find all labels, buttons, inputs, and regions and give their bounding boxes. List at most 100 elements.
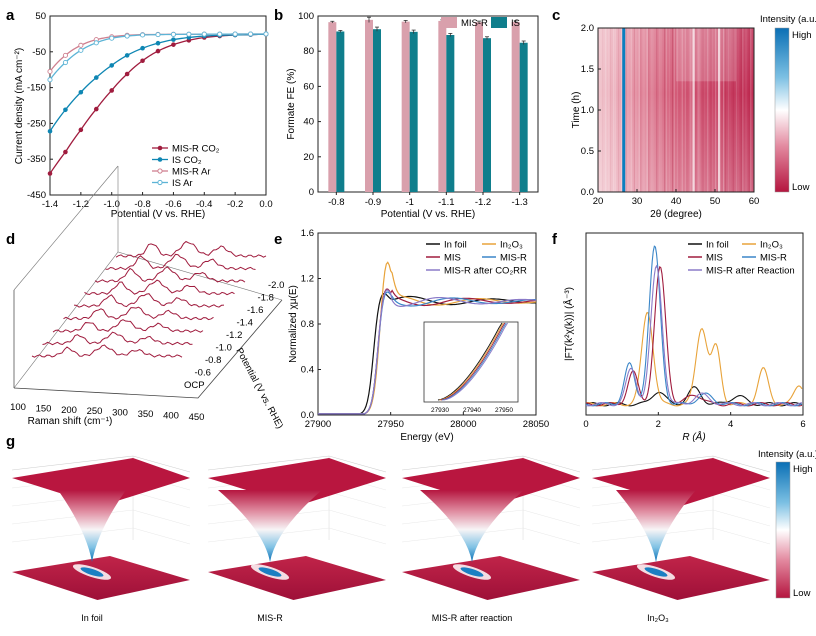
panel-c-streak (748, 28, 750, 192)
panel-c-streak (719, 28, 722, 192)
panel-c-streak (648, 28, 650, 192)
panel-f-ylabel: |FT(k²χ(k))| (Å⁻³) (562, 287, 575, 361)
panel-d-xtick-label: 300 (112, 408, 128, 419)
panel-g-surface-label: In₂O₃ (647, 613, 669, 623)
panel-g-grid-line (522, 527, 581, 545)
panel-label-c: c (552, 7, 560, 24)
panel-a-xtick-label: -0.8 (134, 199, 150, 210)
panel-a-xtick-label: -0.4 (196, 199, 212, 210)
panel-g-top-surface (208, 458, 386, 506)
panel-c-streak (723, 28, 725, 192)
panel-c-streak (633, 28, 635, 192)
panel-c-streak (659, 28, 661, 192)
panel-b-frame (317, 15, 539, 193)
panel-c-streak (737, 28, 739, 192)
panel-f-xtick-label: 2 (656, 419, 661, 430)
panel-d-xtick-label: 200 (61, 405, 77, 416)
panel-c-streak (684, 28, 686, 192)
panel-a-data-point (78, 89, 84, 95)
panel-b-xtick-label: -0.8 (328, 197, 344, 208)
panel-c-streak (711, 28, 714, 192)
panel-c-streak (638, 28, 640, 192)
panel-d-floor-edge (13, 299, 283, 399)
panel-label-f: f (552, 231, 558, 248)
panel-d-spectrum-line (94, 266, 246, 283)
panel-c-xtick-label: 30 (632, 196, 643, 207)
panel-b-xtick-label: -1 (405, 197, 413, 208)
panel-g-grid-line (328, 527, 387, 545)
panel-e-inset-xtick-label: 27950 (495, 407, 513, 414)
panel-f-legend-label: MIS-R (760, 253, 787, 264)
panel-c-streak (627, 28, 629, 192)
panel-a-ytick-label: -50 (32, 47, 46, 58)
panel-c-streak (689, 28, 691, 192)
panel-d-xtick-label: 400 (163, 410, 179, 421)
panel-e-ytick-label: 0.8 (301, 319, 314, 330)
panel-b-ytick-label: 100 (298, 11, 314, 22)
panel-c-streak (691, 28, 693, 192)
panel-e-xtick-label: 27950 (377, 419, 403, 430)
panel-c-streak (707, 28, 709, 192)
panel-e-xtick-label: 27900 (305, 419, 331, 430)
panel-c-streak (694, 28, 696, 192)
panel-a-data-point (170, 31, 176, 37)
panel-c-band (676, 28, 736, 82)
panel-d-spectrum-line (84, 279, 235, 296)
panel-g-floor (208, 556, 386, 600)
panel-d-spectrum-line (73, 293, 225, 308)
panel-c-peak-line (717, 28, 721, 192)
panel-d-potential-label: -1.2 (226, 330, 242, 341)
panel-f-legend-label: MIS (706, 253, 723, 264)
panel-b-ytick-label: 0 (309, 187, 314, 198)
panel-g-colorbar (775, 461, 791, 599)
panel-c-streak (621, 28, 623, 192)
panel-f-xtick-label: 4 (728, 419, 733, 430)
panel-a-data-point (63, 107, 68, 113)
panel-g-grid-line (11, 509, 134, 525)
panel-a-lsv-chart: -1.4 -1.2 -1.0 -0.8 -0.6 -0.4 -0.2 0.0 50 -50 -150… (14, 11, 273, 220)
panel-c-xrd-heatmap: 20 30 40 50 60 0.0 0.5 1.0 1.5 2.0 2θ (degree) Ti… (571, 14, 816, 220)
panel-a-legend-marker (157, 168, 163, 174)
panel-c-ytick-label: 2.0 (581, 23, 594, 34)
panel-b-xtick-label: -1.1 (438, 197, 454, 208)
panel-c-streak (608, 28, 610, 192)
panel-c-peak-line (622, 28, 626, 192)
panel-a-ytick-label: -150 (27, 83, 46, 94)
panel-e-legend-label: MIS-R (500, 253, 527, 264)
panel-g-surface-label: MIS-R after reaction (432, 613, 513, 623)
panel-g-funnel (420, 490, 524, 562)
panel-f-xtick-label: 0 (583, 419, 588, 430)
panel-e-ytick-label: 0.4 (301, 365, 314, 376)
panel-a-ytick-label: -450 (27, 190, 46, 201)
panel-b-bar (483, 38, 491, 193)
panel-g-grid-line (11, 527, 134, 543)
panel-e-xlabel: Energy (eV) (400, 432, 453, 443)
panel-e-ytick-label: 1.2 (301, 274, 314, 285)
panel-a-data-point (140, 58, 145, 64)
panel-g-wavelet-surfaces: In foil MIS-R MIS-R after reaction In₂O₃ In… (11, 449, 816, 623)
panel-g-surface-0: In foil (11, 455, 191, 623)
panel-b-legend-label: IS (511, 18, 520, 29)
panel-g-grid-line (712, 527, 771, 545)
panel-c-streak (681, 28, 683, 192)
panel-g-grid-line (132, 491, 191, 509)
panel-f-legend-label: In₂O₃ (760, 240, 783, 251)
panel-g-funnel (218, 490, 322, 562)
panel-a-xtick-label: -1.2 (73, 199, 89, 210)
panel-a-data-point (140, 45, 145, 51)
panel-c-colorbar-low: Low (792, 182, 810, 193)
panel-d-zlabel: Potential (V vs. RHE) (233, 346, 285, 430)
panel-c-peak-line (692, 28, 695, 192)
panel-b-ylabel: Formate FE (%) (286, 68, 297, 139)
panel-a-legend-label: IS CO₂ (172, 155, 202, 166)
panel-d-xtick-label: 450 (189, 412, 205, 423)
panel-a-data-point (109, 88, 115, 93)
panel-label-a: a (6, 7, 15, 24)
panel-label-g: g (6, 433, 15, 450)
panel-label-b: b (274, 7, 283, 24)
panel-c-streak (625, 28, 628, 192)
panel-g-grid-line (132, 509, 191, 527)
panel-a-data-point (47, 77, 53, 83)
panel-c-ytick-label: 0.0 (581, 187, 594, 198)
